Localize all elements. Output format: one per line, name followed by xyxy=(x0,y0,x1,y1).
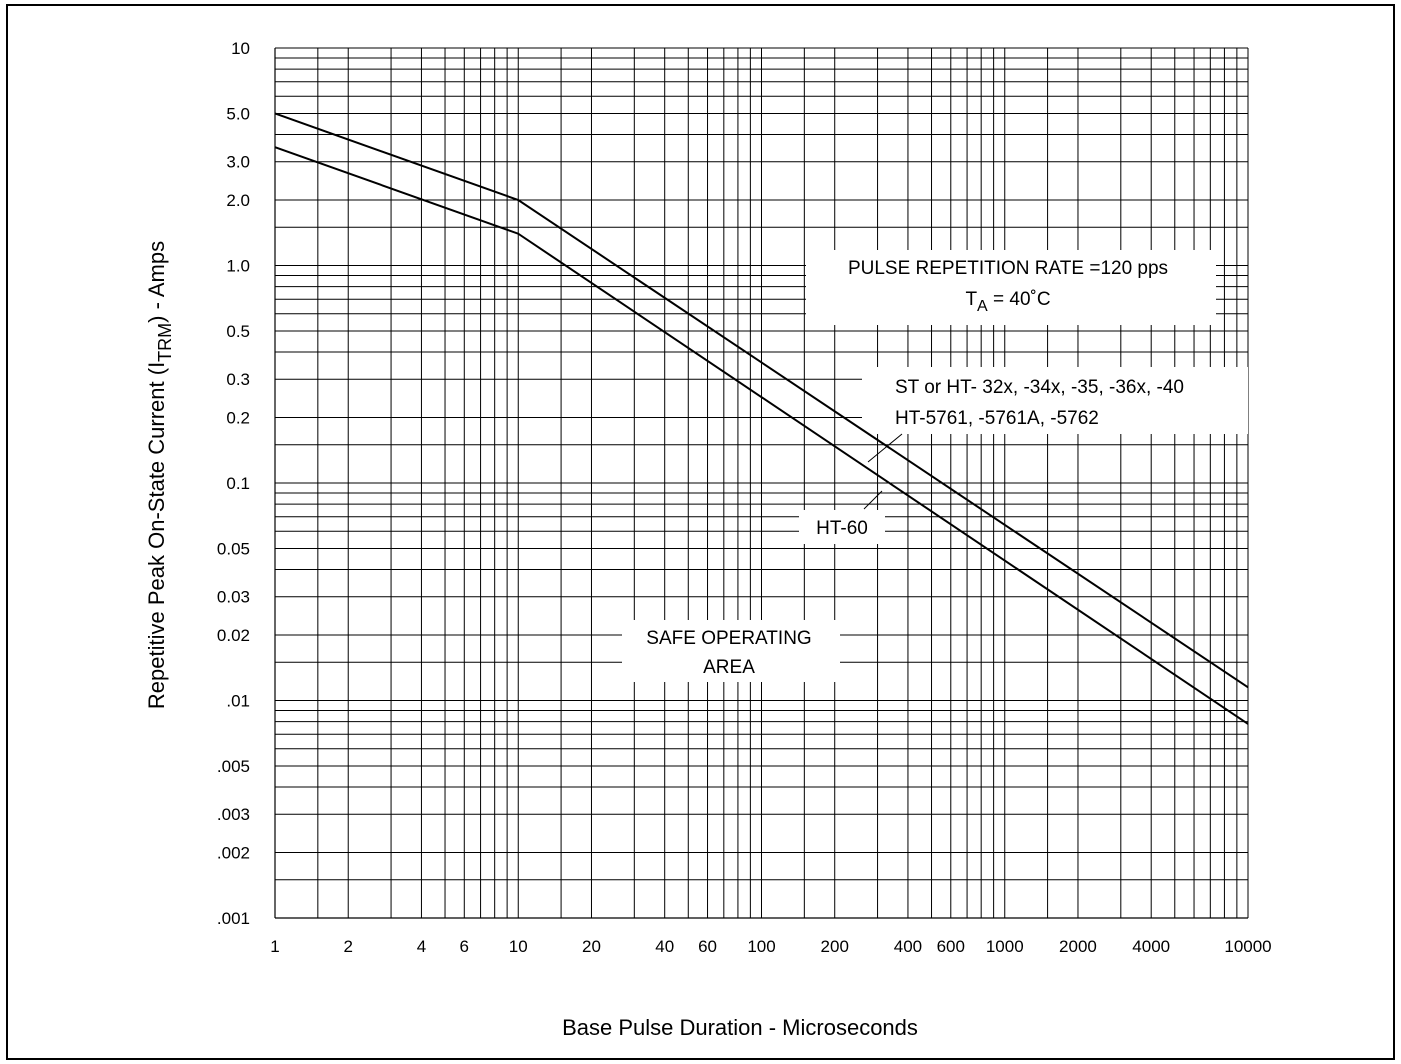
y-tick-label: .003 xyxy=(217,805,250,824)
y-tick-label: .002 xyxy=(217,844,250,863)
x-tick-label: 600 xyxy=(937,937,965,956)
y-tick-label: .005 xyxy=(217,757,250,776)
y-tick-label: 1.0 xyxy=(226,257,250,276)
y-tick-label: 3.0 xyxy=(226,153,250,172)
x-tick-labels: 1 2 4 6 10 20 40 60 100 200 400 600 1000 2000 4000 1000… xyxy=(270,937,1271,956)
x-tick-label: 400 xyxy=(894,937,922,956)
y-tick-label: 0.5 xyxy=(226,322,250,341)
label-backgrounds xyxy=(622,250,1248,682)
x-tick-label: 100 xyxy=(747,937,775,956)
x-tick-label: 6 xyxy=(460,937,469,956)
soa-chart: 1 2 4 6 10 20 40 60 100 200 400 600 1000 2000 4000 1000… xyxy=(144,39,1272,1040)
y-tick-label: .01 xyxy=(226,692,250,711)
x-axis-title: Base Pulse Duration - Microseconds xyxy=(562,1015,918,1040)
lower-series-label: HT-60 xyxy=(816,518,868,539)
x-tick-label: 4 xyxy=(417,937,426,956)
lower-label-leader xyxy=(863,490,883,510)
chart-frame: 1 2 4 6 10 20 40 60 100 200 400 600 1000 2000 4000 1000… xyxy=(6,4,1395,1060)
x-tick-label: 2 xyxy=(343,937,352,956)
x-tick-label: 20 xyxy=(582,937,601,956)
x-tick-label: 10 xyxy=(509,937,528,956)
safe-area-label-line1: SAFE OPERATING xyxy=(646,628,811,649)
series-line-upper xyxy=(274,112,1249,689)
upper-label-leader xyxy=(867,433,903,463)
y-tick-labels: 10 5.0 3.0 2.0 1.0 0.5 0.3 0.2 0.1 0.05 0.03 0.02 .0… xyxy=(217,39,250,928)
series-line-ht60 xyxy=(274,146,1249,725)
x-tick-label: 4000 xyxy=(1132,937,1170,956)
grid-lines xyxy=(274,47,1249,919)
y-tick-label: 0.2 xyxy=(226,409,250,428)
upper-series-label-line1: ST or HT- 32x, -34x, -35, -36x, -40 xyxy=(895,377,1184,398)
rate-annotation: PULSE REPETITION RATE =120 pps xyxy=(848,258,1168,279)
x-tick-label: 1 xyxy=(270,937,279,956)
x-tick-label: 1000 xyxy=(986,937,1024,956)
series-layer xyxy=(274,112,1249,725)
y-tick-label: 2.0 xyxy=(226,191,250,210)
x-tick-label: 40 xyxy=(655,937,674,956)
x-tick-label: 200 xyxy=(821,937,849,956)
y-tick-label: 0.05 xyxy=(217,539,250,558)
y-tick-label: 10 xyxy=(231,39,250,58)
y-tick-label: 0.1 xyxy=(226,474,250,493)
y-tick-label: .001 xyxy=(217,909,250,928)
y-tick-label: 0.3 xyxy=(226,370,250,389)
y-axis-title: Repetitive Peak On-State Current (ITRM) … xyxy=(144,241,175,709)
y-tick-label: 5.0 xyxy=(226,104,250,123)
x-tick-label: 2000 xyxy=(1059,937,1097,956)
temperature-annotation: TA = 40˚C xyxy=(965,289,1050,315)
y-tick-label: 0.03 xyxy=(217,588,250,607)
x-tick-label: 10000 xyxy=(1224,937,1271,956)
upper-series-label-line2: HT-5761, -5761A, -5762 xyxy=(895,408,1099,429)
x-tick-label: 60 xyxy=(698,937,717,956)
safe-area-label-line2: AREA xyxy=(703,657,755,678)
y-tick-label: 0.02 xyxy=(217,626,250,645)
